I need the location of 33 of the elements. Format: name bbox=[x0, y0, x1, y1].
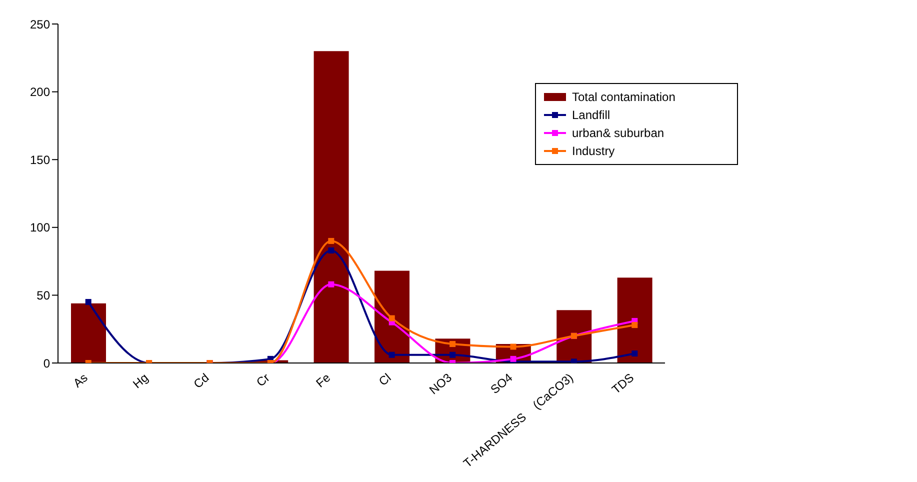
point bbox=[328, 247, 334, 254]
x-tick-label: Cr bbox=[254, 370, 272, 390]
y-tick-label: 0 bbox=[43, 356, 50, 370]
point bbox=[632, 350, 638, 357]
y-tick-label: 150 bbox=[30, 152, 50, 167]
bar bbox=[314, 51, 349, 363]
point bbox=[388, 315, 395, 322]
x-tick-label: Cl bbox=[376, 370, 394, 389]
y-tick-label: 200 bbox=[30, 85, 50, 100]
y-tick-label: 250 bbox=[30, 17, 50, 32]
x-tick-label: TDS bbox=[609, 370, 637, 397]
bar bbox=[71, 303, 106, 363]
point bbox=[328, 281, 334, 288]
x-tick-label: Cd bbox=[190, 370, 212, 392]
y-tick-label: 100 bbox=[30, 220, 50, 235]
legend-label: Landfill bbox=[572, 107, 610, 124]
x-tick-label: As bbox=[70, 370, 90, 390]
y-tick-label: 50 bbox=[36, 288, 50, 302]
x-tick-label: Fe bbox=[313, 370, 334, 390]
point bbox=[510, 344, 516, 350]
point bbox=[85, 298, 92, 305]
point bbox=[510, 356, 516, 362]
point bbox=[450, 341, 456, 348]
legend-label: Total contamination bbox=[572, 89, 676, 106]
x-tick-label: Hg bbox=[130, 370, 151, 392]
bar bbox=[617, 278, 652, 363]
x-tick-label: SO4 bbox=[488, 370, 516, 397]
legend-label: urban& suburban bbox=[572, 125, 664, 142]
point bbox=[450, 352, 456, 358]
point bbox=[632, 322, 638, 328]
point bbox=[388, 352, 395, 358]
point bbox=[328, 238, 334, 244]
legend-label: Industry bbox=[572, 143, 615, 160]
